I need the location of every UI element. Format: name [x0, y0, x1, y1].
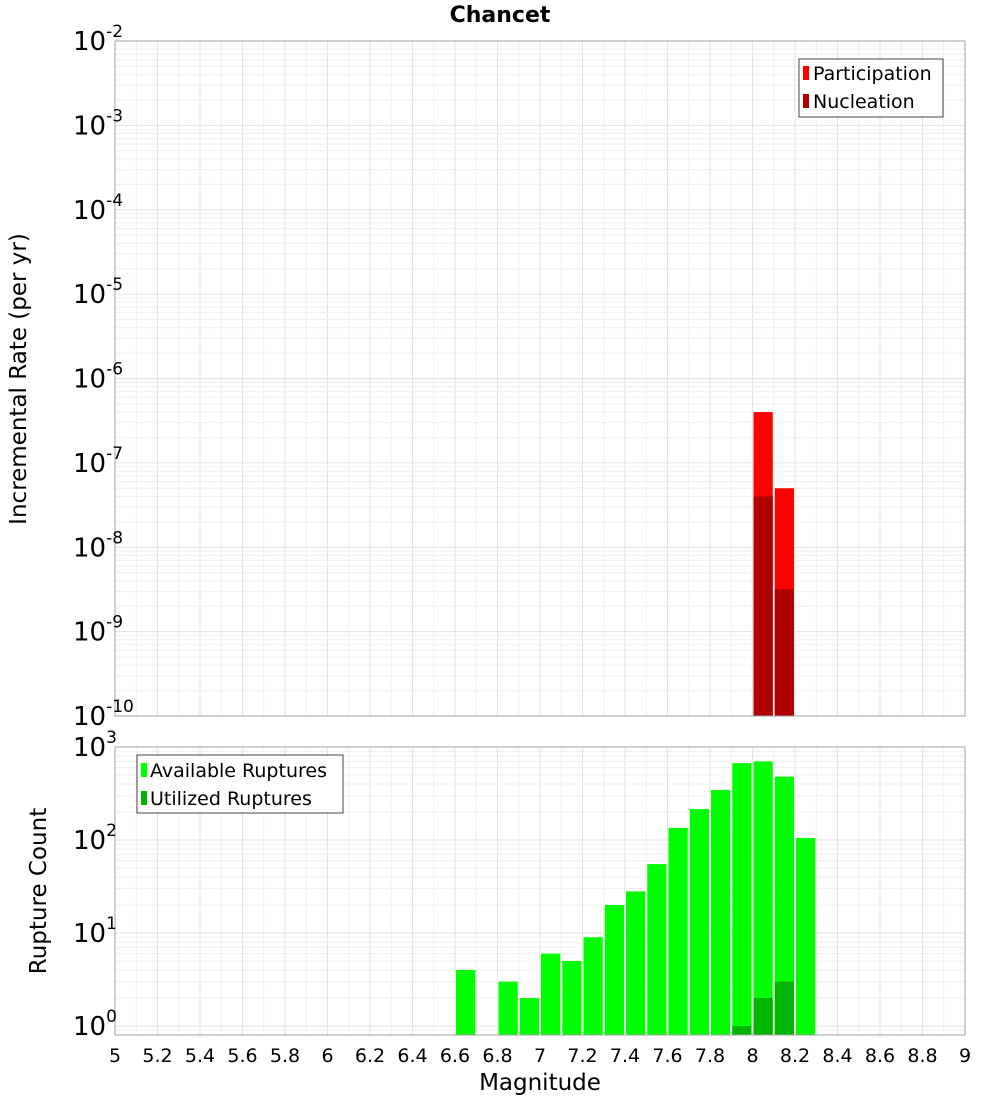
x-tick-label: 7.2 [567, 1045, 597, 1067]
top-y-axis-title: Incremental Rate (per yr) [6, 233, 32, 525]
top-plot-frame [114, 40, 966, 717]
x-tick-label: 6.2 [355, 1045, 385, 1067]
legend-label-utilized: Utilized Ruptures [150, 788, 312, 810]
x-tick-label: 6.4 [397, 1045, 427, 1067]
bottom-bar-available-ruptures [711, 789, 731, 1035]
x-tick-label: 5.8 [270, 1045, 300, 1067]
x-tick-label: 7.8 [695, 1045, 725, 1067]
top-y-tick-label: 10-6 [73, 360, 123, 395]
top-y-tick-label: 10-5 [73, 275, 123, 310]
top-y-tick-label: 10-3 [73, 106, 123, 141]
top-y-tick-label: 10-8 [73, 528, 123, 563]
bottom-legend[interactable]: Available Ruptures Utilized Ruptures [136, 754, 344, 814]
bottom-y-tick-label: 102 [73, 821, 117, 856]
bottom-y-tick-label: 100 [73, 1007, 117, 1042]
bottom-bar-available-ruptures [541, 953, 561, 1035]
top-y-tick-label: 10-7 [73, 444, 123, 479]
bottom-bar-available-ruptures [774, 776, 794, 1035]
legend-label-nucleation: Nucleation [813, 91, 915, 113]
x-axis-title: Magnitude [479, 1070, 601, 1096]
x-tick-label: 9 [959, 1045, 971, 1067]
bottom-bar-available-ruptures [689, 809, 709, 1035]
legend-label-participation: Participation [813, 63, 932, 85]
top-legend[interactable]: Participation Nucleation [798, 58, 944, 118]
x-tick-label: 7.6 [652, 1045, 682, 1067]
bottom-bar-available-ruptures [796, 838, 816, 1035]
x-tick-label: 5 [109, 1045, 121, 1067]
legend-swatch-nucleation [803, 94, 809, 108]
x-tick-label: 7 [534, 1045, 546, 1067]
top-y-tick-label: 10-9 [73, 613, 123, 648]
bottom-bar-available-ruptures [562, 960, 582, 1035]
bottom-bar-available-ruptures [498, 981, 518, 1035]
top-legend-box [798, 58, 944, 118]
bottom-bar-available-ruptures [647, 864, 667, 1035]
bottom-plot-frame [114, 746, 966, 1036]
chart-title: Chancet [450, 3, 551, 28]
legend-swatch-available [141, 763, 147, 777]
x-tick-label: 5.6 [227, 1045, 257, 1067]
legend-swatch-utilized [141, 791, 147, 805]
bottom-bars [456, 761, 816, 1035]
bottom-bar-available-ruptures [668, 827, 688, 1035]
bottom-legend-box [136, 754, 344, 814]
bottom-bar-utilized-ruptures [732, 1025, 752, 1035]
bottom-y-ticks: 100 101 102 103 [73, 728, 117, 1042]
x-tick-label: 6.6 [440, 1045, 470, 1067]
x-tick-label: 8.8 [907, 1045, 937, 1067]
x-tick-label: 8 [746, 1045, 758, 1067]
top-bar-nucleation [753, 496, 773, 716]
bottom-y-tick-label: 103 [73, 728, 117, 763]
bottom-y-axis-title: Rupture Count [26, 808, 52, 974]
bottom-bar-available-ruptures [456, 969, 476, 1035]
bottom-bar-utilized-ruptures [774, 981, 794, 1035]
x-tick-label: 6.8 [482, 1045, 512, 1067]
legend-swatch-participation [803, 66, 809, 80]
legend-label-available: Available Ruptures [150, 760, 327, 782]
top-grid [114, 40, 966, 717]
bottom-bar-utilized-ruptures [753, 997, 773, 1035]
x-tick-label: 8.4 [822, 1045, 852, 1067]
top-y-tick-label: 10-10 [73, 697, 134, 732]
top-panel: 10-10 10-9 10-8 10-7 10-6 10-5 10-4 10-3 10-2 In… [6, 22, 966, 732]
top-y-tick-label: 10-4 [73, 191, 123, 226]
bottom-bar-available-ruptures [519, 997, 539, 1035]
top-y-tick-label: 10-2 [73, 22, 123, 57]
x-tick-label: 8.2 [780, 1045, 810, 1067]
bottom-bar-available-ruptures [583, 937, 603, 1035]
x-tick-label: 7.4 [610, 1045, 640, 1067]
x-tick-label: 5.4 [185, 1045, 215, 1067]
x-tick-label: 8.6 [865, 1045, 895, 1067]
x-tick-label: 6 [321, 1045, 333, 1067]
bottom-bar-available-ruptures [753, 761, 773, 1035]
bottom-x-ticks: 5 5.2 5.4 5.6 5.8 6 6.2 6.4 6.6 6.8 7 7.2 7.4 7.6 7.8 8… [109, 1045, 971, 1067]
bottom-panel: 100 101 102 103 5 5.2 5.4 5.6 5.8 6 6.2 6.4 6.6 6.8 7… [26, 728, 971, 1096]
bottom-bar-available-ruptures [604, 904, 624, 1035]
top-y-ticks: 10-10 10-9 10-8 10-7 10-6 10-5 10-4 10-3 10-2 [73, 22, 134, 732]
bottom-bar-available-ruptures [732, 763, 752, 1035]
bottom-bar-available-ruptures [626, 891, 646, 1035]
top-bar-nucleation [774, 589, 794, 716]
top-bars [753, 412, 794, 716]
x-tick-label: 5.2 [142, 1045, 172, 1067]
bottom-y-tick-label: 101 [73, 914, 117, 949]
